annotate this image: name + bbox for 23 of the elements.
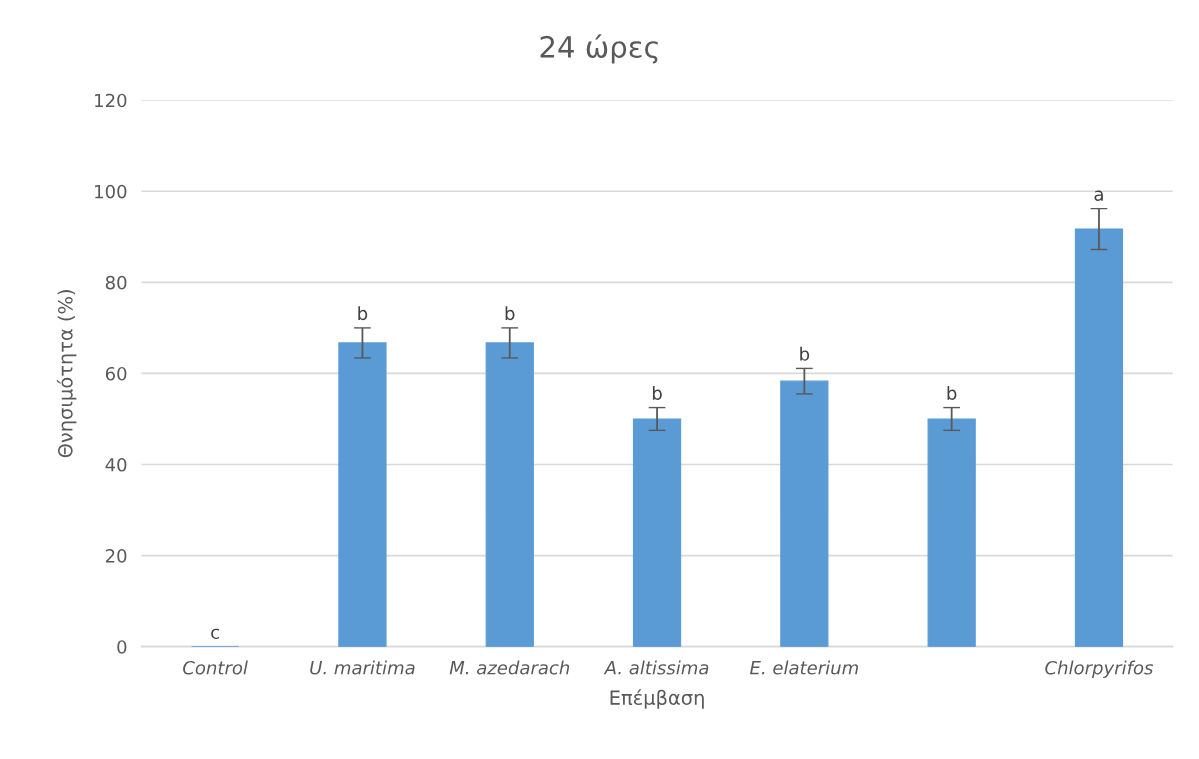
y-tick-label: 120 xyxy=(95,93,127,108)
x-tick-label: M. azedarach xyxy=(449,660,570,675)
y-tick-label: 80 xyxy=(105,275,127,290)
x-axis-title: Επέμβαση xyxy=(610,689,704,709)
x-tick-label: E. elaterium xyxy=(749,660,858,675)
data-label: b xyxy=(358,306,368,321)
y-tick-label: 100 xyxy=(95,184,127,199)
data-label: a xyxy=(1094,190,1103,201)
data-label: b xyxy=(505,306,515,321)
data-label: b xyxy=(947,385,957,400)
data-label: c xyxy=(211,628,219,639)
y-tick-label: 60 xyxy=(105,366,127,381)
y-tick-label: 40 xyxy=(105,457,127,472)
y-tick-label: 0 xyxy=(117,640,127,654)
y-axis-title: Θνησιμότητα (%) xyxy=(56,290,77,458)
x-tick-label: U. maritima xyxy=(310,660,415,675)
data-label: b xyxy=(652,385,662,400)
x-tick-label: Chlorpyrifos xyxy=(1045,660,1154,679)
x-tick-label: A. altissima xyxy=(603,660,709,675)
y-tick-label: 20 xyxy=(105,549,127,563)
chart-title: 24 ώρες xyxy=(540,34,658,64)
data-label: b xyxy=(800,346,810,361)
x-tick-label: Control xyxy=(183,660,248,675)
